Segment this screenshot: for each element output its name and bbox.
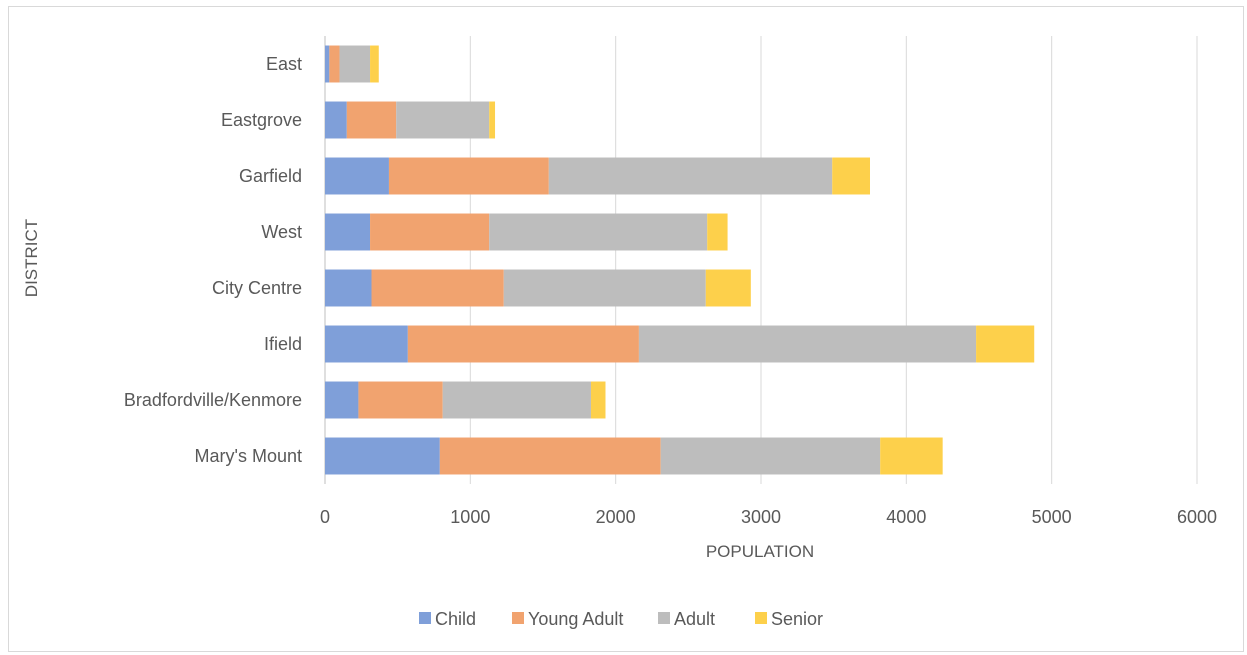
bar-segment — [325, 213, 371, 251]
legend: Child Young Adult Adult Senior — [419, 609, 823, 629]
bar-segment — [325, 325, 408, 363]
bar-segment — [358, 381, 443, 419]
bar-segment — [339, 45, 371, 83]
bar-segment — [325, 45, 330, 83]
x-axis-title: POPULATION — [706, 542, 814, 561]
bar-segment — [325, 269, 372, 307]
bar-segment — [442, 381, 591, 419]
bar-segment — [660, 437, 881, 475]
y-tick-labels: East Eastgrove Garfield West City Centre Ifie… — [124, 54, 302, 466]
bar-segment — [325, 437, 440, 475]
bar-segment — [325, 381, 359, 419]
bar-segment — [371, 269, 504, 307]
bars — [325, 45, 1035, 475]
bar-segment — [396, 101, 490, 139]
bar-segment — [370, 213, 490, 251]
x-tick-labels: 0 1000 2000 3000 4000 5000 6000 — [320, 507, 1217, 527]
bar-segment — [590, 381, 606, 419]
legend-label: Adult — [674, 609, 715, 629]
bar-segment — [503, 269, 706, 307]
legend-label: Senior — [771, 609, 823, 629]
y-tick-label: Bradfordville/Kenmore — [124, 390, 302, 410]
y-tick-label: Mary's Mount — [195, 446, 302, 466]
bar-segment — [705, 269, 751, 307]
bar-segment — [548, 157, 833, 195]
legend-swatch — [419, 612, 431, 624]
bar-segment — [489, 213, 708, 251]
bar-segment — [370, 45, 379, 83]
x-tick-label: 4000 — [886, 507, 926, 527]
bar-segment — [707, 213, 728, 251]
legend-label: Young Adult — [528, 609, 623, 629]
bar-segment — [489, 101, 496, 139]
bar-segment — [638, 325, 977, 363]
y-tick-label: Eastgrove — [221, 110, 302, 130]
x-tick-label: 0 — [320, 507, 330, 527]
bar-segment — [439, 437, 661, 475]
bar-segment — [880, 437, 943, 475]
x-tick-label: 3000 — [741, 507, 781, 527]
bar-segment — [832, 157, 870, 195]
x-tick-label: 6000 — [1177, 507, 1217, 527]
bar-segment — [325, 101, 347, 139]
legend-swatch — [755, 612, 767, 624]
y-axis-title: DISTRICT — [22, 219, 41, 297]
x-tick-label: 2000 — [596, 507, 636, 527]
bar-segment — [325, 157, 389, 195]
bar-segment — [976, 325, 1035, 363]
legend-label: Child — [435, 609, 476, 629]
bar-segment — [329, 45, 340, 83]
x-tick-label: 1000 — [450, 507, 490, 527]
legend-swatch — [658, 612, 670, 624]
y-tick-label: City Centre — [212, 278, 302, 298]
y-tick-label: East — [266, 54, 302, 74]
legend-swatch — [512, 612, 524, 624]
y-tick-label: West — [261, 222, 302, 242]
y-tick-label: Garfield — [239, 166, 302, 186]
bar-segment — [407, 325, 639, 363]
x-tick-label: 5000 — [1032, 507, 1072, 527]
bar-segment — [346, 101, 397, 139]
bar-segment — [388, 157, 549, 195]
y-tick-label: Ifield — [264, 334, 302, 354]
